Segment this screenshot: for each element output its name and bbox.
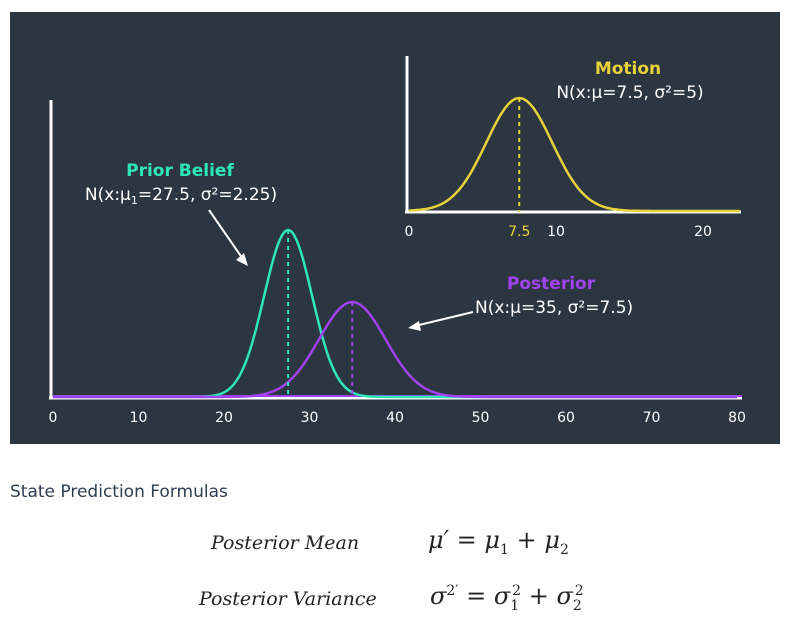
- inset-x-tick-label: 20: [694, 224, 712, 240]
- inset-subtitle: N(x:μ=7.5, σ²=5): [556, 83, 703, 103]
- gaussian-figure: 0 10 20 30 40 50 60 70 80 Prior Belief N(x:μ1=27…: [10, 12, 780, 444]
- posterior-subtitle: N(x:μ=35, σ²=7.5): [475, 298, 633, 318]
- prior-subtitle: N(x:μ1=27.5, σ²=2.25): [85, 185, 277, 207]
- main-x-tick-label: 20: [215, 410, 233, 426]
- prior-title: Prior Belief: [126, 161, 234, 181]
- main-x-tick-label: 10: [130, 410, 148, 426]
- prior-arrow: [208, 209, 246, 263]
- main-x-tick-label: 70: [643, 410, 661, 426]
- posterior-variance-label: Posterior Variance: [199, 588, 377, 610]
- posterior-curve: [53, 300, 737, 399]
- main-x-tick-label: 50: [472, 410, 490, 426]
- inset-x-tick-label: 0: [405, 224, 414, 240]
- posterior-arrowhead: [408, 321, 421, 331]
- prior-arrowhead: [236, 253, 248, 266]
- posterior-mean-label: Posterior Mean: [211, 532, 360, 554]
- posterior-variance-expression: σ2′ = σ12 + σ22: [430, 582, 584, 614]
- main-x-tick-label: 40: [386, 410, 404, 426]
- posterior-arrow: [414, 311, 474, 327]
- prior-curve: [53, 228, 737, 399]
- posterior-mean-formula: Posterior Mean μ′ = μ1 + μ2: [0, 526, 792, 566]
- section-caption: State Prediction Formulas: [10, 482, 228, 502]
- main-x-tick-label: 30: [301, 410, 319, 426]
- main-x-tick-label: 80: [728, 410, 746, 426]
- main-x-tick-label: 0: [49, 410, 58, 426]
- main-x-tick-label: 60: [557, 410, 575, 426]
- inset-title: Motion: [595, 59, 661, 79]
- motion-curve: [408, 96, 740, 213]
- posterior-mean-expression: μ′ = μ1 + μ2: [428, 526, 569, 558]
- inset-x-tick-label: 7.5: [508, 224, 530, 240]
- posterior-variance-formula: Posterior Variance σ2′ = σ12 + σ22: [0, 582, 792, 622]
- posterior-title: Posterior: [507, 274, 596, 294]
- inset-x-tick-label: 10: [547, 224, 565, 240]
